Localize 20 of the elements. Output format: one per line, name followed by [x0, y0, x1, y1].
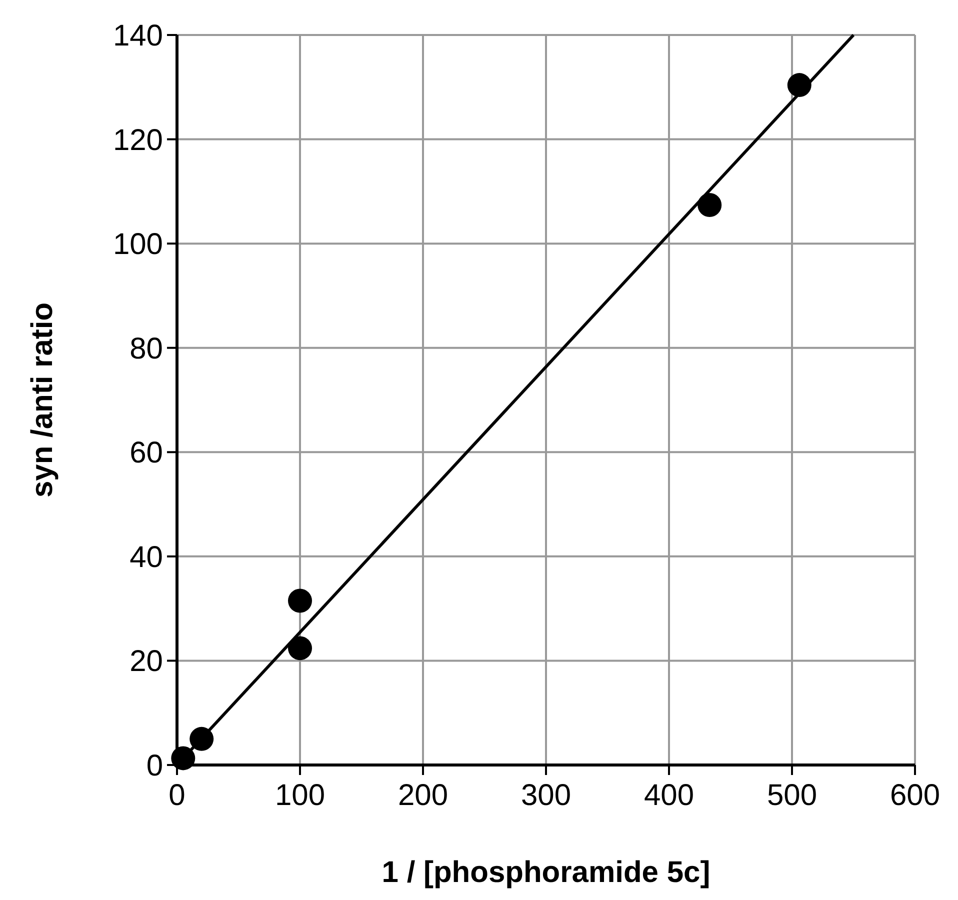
point [288, 588, 312, 613]
x-tick-label: 0 [168, 779, 186, 812]
x-tick-label: 300 [520, 779, 572, 812]
y-tick-label: 80 [130, 332, 163, 366]
point [288, 636, 312, 660]
x-tick-label: 200 [398, 779, 448, 812]
y-tick-label: 140 [112, 20, 163, 52]
y-tick-label: 120 [112, 124, 163, 157]
x-tick-label: 500 [766, 779, 818, 812]
point [698, 192, 722, 217]
y-tick-label: 0 [146, 750, 163, 782]
x-tick-label: 400 [644, 779, 694, 812]
y-tick-label: 40 [130, 540, 163, 574]
y-axis-title: syn /anti ratio [26, 302, 59, 498]
y-tick-label: 100 [112, 228, 163, 262]
y-tick-label: 20 [130, 645, 163, 678]
x-tick-label: 100 [274, 779, 326, 812]
x-tick-label: 600 [890, 779, 940, 812]
y-tick-label: 60 [130, 436, 163, 470]
x-axis-title: 1 / [phosphoramide 5c] [382, 856, 710, 889]
